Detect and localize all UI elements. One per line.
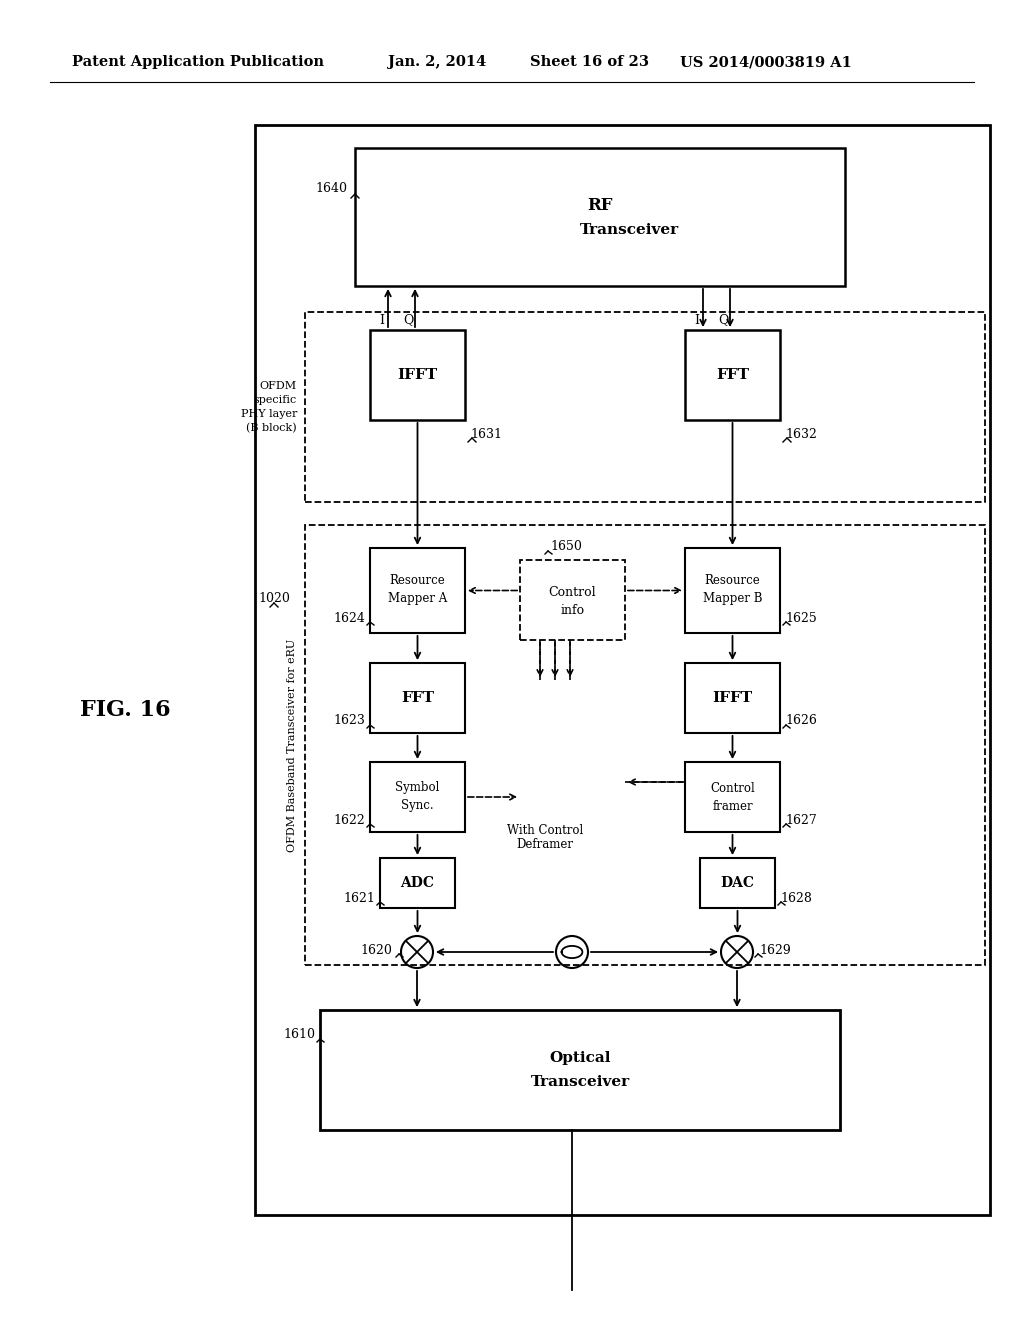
Text: framer: framer <box>712 800 753 813</box>
Bar <box>685 330 780 420</box>
Text: IFFT: IFFT <box>713 690 753 705</box>
Text: FFT: FFT <box>401 690 434 705</box>
Text: Sync.: Sync. <box>401 800 434 813</box>
Bar <box>370 762 465 832</box>
Text: 1627: 1627 <box>785 813 817 826</box>
Bar <box>685 663 780 733</box>
Text: 1610: 1610 <box>283 1028 315 1041</box>
Text: ADC: ADC <box>400 876 434 890</box>
Text: 1623: 1623 <box>333 714 365 727</box>
Text: Transceiver: Transceiver <box>580 223 679 238</box>
Bar <box>685 548 780 634</box>
Text: 1650: 1650 <box>550 540 582 553</box>
Text: 1624: 1624 <box>333 611 365 624</box>
Text: Control: Control <box>710 781 755 795</box>
Text: 1620: 1620 <box>360 944 392 957</box>
Bar <box>255 125 990 1214</box>
Bar <box>305 525 985 965</box>
Text: I: I <box>380 314 384 326</box>
Bar <box>520 560 625 640</box>
Text: 1640: 1640 <box>315 181 347 194</box>
Text: DAC: DAC <box>721 876 755 890</box>
Text: Transceiver: Transceiver <box>530 1074 630 1089</box>
Text: 1625: 1625 <box>785 611 817 624</box>
Text: Q: Q <box>718 314 728 326</box>
Text: I: I <box>694 314 699 326</box>
Bar <box>685 762 780 832</box>
Text: Resource: Resource <box>389 574 445 587</box>
Text: With Control: With Control <box>507 824 583 837</box>
Text: RF: RF <box>587 197 612 214</box>
Bar <box>319 1010 840 1130</box>
Bar <box>305 312 985 502</box>
Bar <box>370 548 465 634</box>
Text: 1622: 1622 <box>333 813 365 826</box>
Text: 1626: 1626 <box>785 714 817 727</box>
Text: Mapper B: Mapper B <box>702 591 762 605</box>
Text: Deframer: Deframer <box>516 837 573 850</box>
Text: US 2014/0003819 A1: US 2014/0003819 A1 <box>680 55 852 69</box>
Text: Jan. 2, 2014: Jan. 2, 2014 <box>388 55 486 69</box>
Text: Sheet 16 of 23: Sheet 16 of 23 <box>530 55 649 69</box>
Text: 1621: 1621 <box>343 891 375 904</box>
Bar <box>370 330 465 420</box>
Text: Mapper A: Mapper A <box>388 591 447 605</box>
Text: Control: Control <box>549 586 596 598</box>
Text: Patent Application Publication: Patent Application Publication <box>72 55 324 69</box>
Text: 1020: 1020 <box>258 591 290 605</box>
Bar <box>380 858 455 908</box>
Text: FIG. 16: FIG. 16 <box>80 700 171 721</box>
Bar <box>355 148 845 286</box>
Text: OFDM Baseband Transceiver for eRU: OFDM Baseband Transceiver for eRU <box>287 639 297 851</box>
Text: 1631: 1631 <box>470 429 502 441</box>
Text: Symbol: Symbol <box>395 781 439 795</box>
Text: FFT: FFT <box>716 368 749 381</box>
Text: info: info <box>560 603 585 616</box>
Text: OFDM
specific
PHY layer
(B block): OFDM specific PHY layer (B block) <box>241 380 297 433</box>
Text: Optical: Optical <box>549 1051 610 1065</box>
Text: 1628: 1628 <box>780 891 812 904</box>
Text: Resource: Resource <box>705 574 761 587</box>
Text: Q: Q <box>402 314 414 326</box>
Bar <box>370 663 465 733</box>
Bar <box>700 858 775 908</box>
Text: IFFT: IFFT <box>397 368 437 381</box>
Text: 1632: 1632 <box>785 429 817 441</box>
Text: 1629: 1629 <box>759 944 791 957</box>
